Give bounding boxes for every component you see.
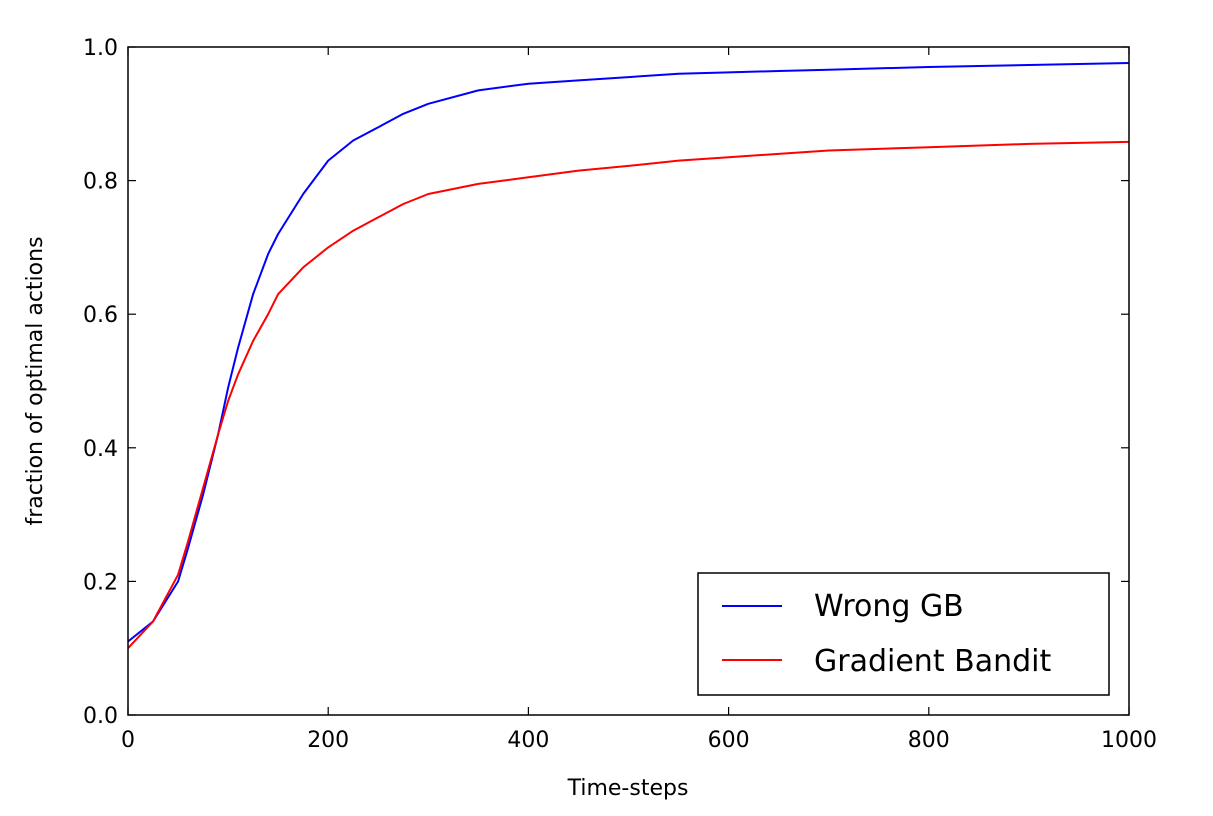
x-tick-label: 400: [507, 728, 549, 753]
series-line-gradient-bandit: [127, 140, 1130, 649]
y-tick-label: 0.0: [83, 704, 118, 729]
x-tick-label: 1000: [1101, 728, 1157, 753]
y-tick-label: 0.2: [83, 570, 118, 595]
legend-label-gradient-bandit: Gradient Bandit: [814, 644, 1051, 679]
y-tick-label: 0.4: [83, 437, 118, 462]
legend: Wrong GB Gradient Bandit: [697, 572, 1110, 696]
series-line-wrong-gb: [127, 62, 1130, 643]
x-tick-label: 600: [708, 728, 750, 753]
plot-frame: [127, 46, 1130, 716]
y-tick-label: 0.8: [83, 170, 118, 195]
x-tick-label: 0: [121, 728, 135, 753]
x-tick-label: 200: [307, 728, 349, 753]
y-axis-label: fraction of optimal actions: [23, 236, 48, 525]
x-axis-label: Time-steps: [567, 776, 689, 801]
axis-ticks: 0 200 400 600 800 1000 0.0 0.2 0.4 0.6 0.8 1.0: [83, 36, 1157, 753]
series-layer: [127, 62, 1130, 649]
legend-label-wrong-gb: Wrong GB: [814, 589, 964, 624]
x-tick-label: 800: [908, 728, 950, 753]
y-tick-label: 0.6: [83, 303, 118, 328]
y-tick-label: 1.0: [83, 36, 118, 61]
legend-box: [697, 572, 1110, 696]
